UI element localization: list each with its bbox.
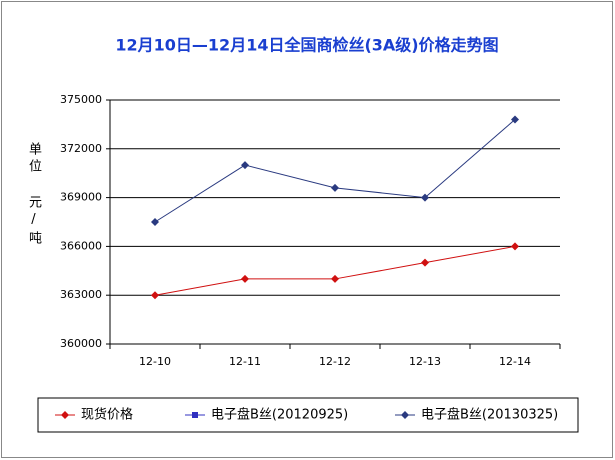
- marker: [241, 274, 249, 283]
- legend-label: 电子盘B丝(20130325): [421, 407, 558, 423]
- marker: [331, 274, 339, 283]
- marker: [511, 115, 519, 124]
- marker: [421, 193, 429, 202]
- x-tick-label: 12-14: [499, 355, 531, 368]
- legend-marker: [401, 411, 409, 419]
- legend-marker: [61, 411, 69, 419]
- y-tick-label: 366000: [60, 239, 102, 252]
- x-tick-label: 12-11: [229, 355, 261, 368]
- legend-box: [37, 397, 579, 433]
- chart-title: 12月10日—12月14日全国商检丝(3A级)价格走势图: [115, 36, 498, 55]
- y-tick-label: 369000: [60, 191, 102, 204]
- marker: [421, 258, 429, 267]
- marker: [331, 183, 339, 192]
- legend-label: 现货价格: [81, 407, 133, 423]
- y-tick-label: 375000: [60, 93, 102, 106]
- legend-marker: [192, 412, 198, 418]
- x-tick-label: 12-13: [409, 355, 441, 368]
- y-tick-label: 372000: [60, 142, 102, 155]
- marker: [511, 242, 519, 251]
- y-tick-label: 363000: [60, 288, 102, 301]
- legend-label: 电子盘B丝(20120925): [211, 407, 348, 423]
- marker: [151, 218, 159, 226]
- x-tick-label: 12-12: [319, 355, 351, 368]
- marker: [241, 161, 249, 170]
- marker: [151, 291, 159, 300]
- y-tick-label: 360000: [60, 337, 102, 350]
- x-tick-label: 12-10: [139, 355, 171, 368]
- y-axis-label: 单位 元/吨: [26, 142, 41, 248]
